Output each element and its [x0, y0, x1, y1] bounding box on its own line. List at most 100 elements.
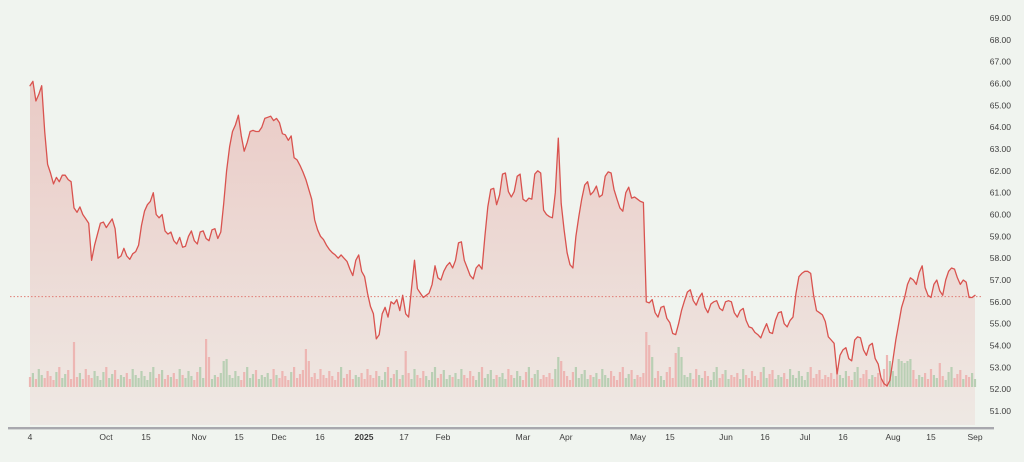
volume-bar: [366, 369, 369, 387]
volume-bar: [392, 374, 395, 387]
volume-bar: [557, 357, 560, 387]
volume-bar: [49, 376, 52, 387]
volume-bar: [847, 376, 850, 387]
volume-bar: [389, 378, 393, 387]
volume-bar: [683, 375, 686, 387]
volume-bar: [868, 379, 871, 387]
volume-bar: [216, 377, 219, 387]
x-axis[interactable]: 4 Oct 15 Nov 15 Dec 16 2025 17 Feb Mar Apr May 15 Jun 1…: [8, 427, 994, 442]
y-axis[interactable]: 69.00 68.00 67.00 66.00 65.00 64.00 63.00 62.00…: [990, 13, 1012, 416]
volume-bar: [454, 373, 457, 387]
volume-bar: [874, 377, 877, 387]
volume-bar: [583, 370, 586, 387]
volume-bar: [850, 380, 853, 387]
volume-bar: [128, 379, 131, 387]
volume-bar: [507, 369, 510, 387]
volume-bar: [260, 375, 263, 387]
volume-bar: [84, 369, 87, 387]
price-line: [29, 80, 976, 387]
price-area-fill: [30, 81, 975, 426]
volume-bar: [921, 377, 924, 387]
volume-bar: [736, 373, 739, 387]
volume-bar: [331, 376, 334, 387]
volume-bar: [844, 371, 847, 387]
volume-bar: [501, 373, 504, 387]
volume-bar: [577, 378, 580, 387]
x-axis-label: 16: [760, 432, 770, 442]
volume-bar: [161, 370, 164, 387]
volume-bar: [266, 373, 269, 387]
volume-bar: [401, 375, 404, 387]
volume-bar: [72, 342, 76, 387]
volume-bar: [172, 373, 175, 387]
volume-bar: [96, 376, 99, 387]
volume-bar: [703, 371, 707, 387]
volume-bar: [122, 377, 125, 387]
volume-bar: [64, 374, 67, 387]
volume-bar: [589, 375, 592, 387]
volume-bar: [372, 378, 375, 387]
y-axis-label: 60.00: [990, 210, 1012, 220]
volume-bar: [836, 369, 839, 387]
volume-bar: [254, 370, 258, 387]
volume-bar: [706, 376, 709, 387]
volume-bar: [457, 379, 460, 387]
volume-bar: [116, 379, 120, 387]
volume-bar: [924, 373, 927, 387]
volume-bar: [134, 375, 137, 387]
volume-bar: [263, 377, 266, 387]
volume-bar: [463, 375, 466, 387]
volume-bar: [152, 367, 155, 387]
volume-bar: [290, 372, 293, 387]
volume-bar: [187, 371, 190, 387]
y-axis-label: 67.00: [990, 57, 1012, 67]
volume-bar: [612, 376, 616, 387]
volume-bar: [205, 339, 208, 387]
volume-bar: [425, 376, 428, 387]
volume-bar: [428, 380, 431, 387]
volume-bar: [786, 379, 789, 387]
volume-bar: [296, 378, 299, 387]
volume-bar: [542, 375, 545, 387]
volume-bar: [445, 379, 448, 387]
volume-bar: [93, 371, 96, 387]
volume-bar: [815, 374, 818, 387]
volume-bar: [838, 375, 842, 387]
volume-bar: [783, 373, 786, 387]
volume-bar: [386, 367, 390, 387]
volume-bar: [677, 347, 680, 387]
volume-bar: [131, 369, 134, 387]
price-line-path: [29, 80, 976, 387]
volume-bar: [190, 376, 193, 387]
y-axis-label: 62.00: [990, 166, 1012, 176]
volume-bar: [973, 379, 977, 387]
volume-bar: [448, 375, 451, 387]
volume-bar: [413, 369, 416, 387]
volume-bar: [202, 378, 205, 387]
volume-bar: [604, 375, 607, 387]
volume-bar: [601, 369, 604, 387]
volume-bar: [105, 367, 108, 387]
volume-bar: [651, 357, 654, 387]
volume-bar: [334, 380, 337, 387]
volume-bar: [932, 375, 935, 387]
volume-bar: [627, 374, 630, 387]
volume-bar: [222, 361, 225, 387]
volume-bar: [246, 367, 249, 387]
volume-bar: [483, 378, 486, 387]
volume-bar: [645, 332, 648, 387]
volume-bar: [495, 375, 498, 387]
volume-bar: [422, 371, 425, 387]
volume-bar: [287, 380, 290, 387]
volume-bar: [800, 376, 803, 387]
volume-bar: [275, 375, 278, 387]
volume-bar: [249, 378, 252, 387]
volume-bar: [431, 372, 434, 387]
volume-bar: [727, 379, 730, 387]
volume-bar: [715, 367, 718, 387]
volume-bar: [797, 371, 800, 387]
volume-bar: [102, 372, 105, 387]
x-axis-label: 16: [838, 432, 848, 442]
volume-bar: [284, 376, 287, 387]
